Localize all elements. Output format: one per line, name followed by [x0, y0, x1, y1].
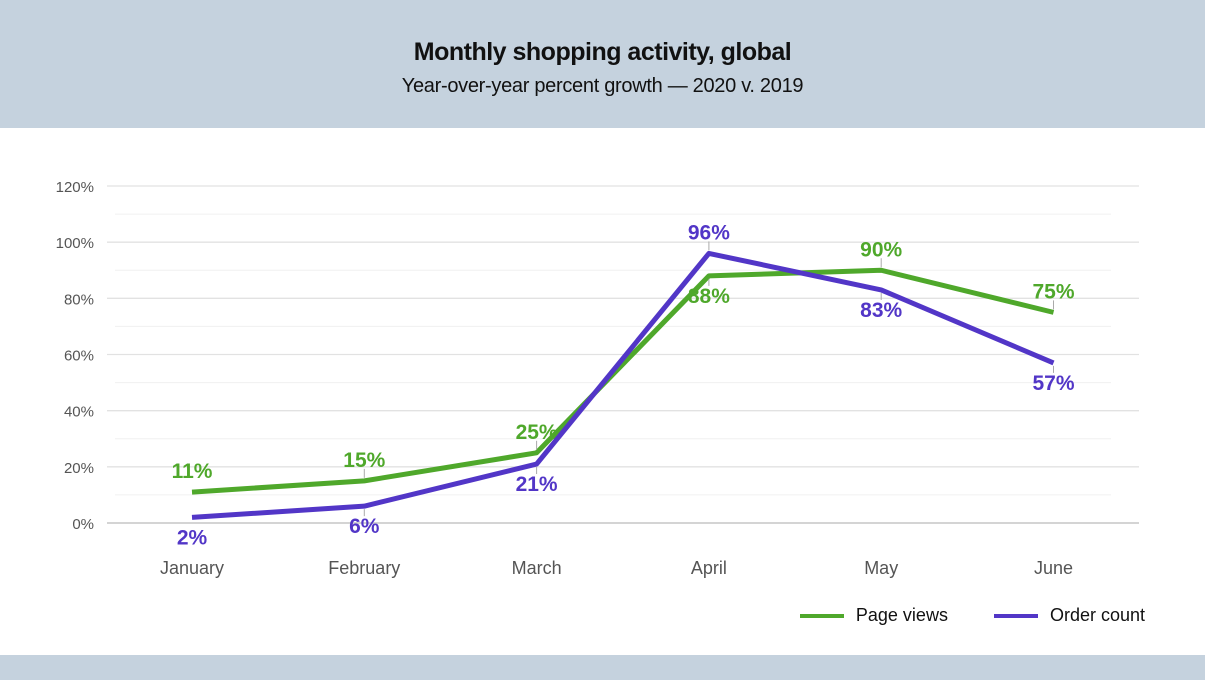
- y-tick-label: 60%: [64, 348, 94, 365]
- data-label: 75%: [1032, 280, 1074, 303]
- chart-title: Monthly shopping activity, global: [413, 38, 792, 66]
- data-label: 15%: [343, 449, 385, 472]
- data-label: 96%: [688, 221, 730, 244]
- chart-subtitle: Year-over-year percent growth — 2020 v. …: [401, 75, 804, 97]
- x-tick-label: April: [691, 558, 727, 578]
- legend-item-order-count: Order count: [993, 605, 1145, 626]
- data-label: 2%: [177, 526, 208, 549]
- data-label: 90%: [860, 238, 902, 261]
- data-label: 11%: [172, 460, 213, 483]
- legend-swatch: [993, 613, 1038, 618]
- y-tick-label: 0%: [72, 516, 94, 533]
- y-tick-label: 40%: [64, 404, 94, 421]
- y-tick-label: 20%: [64, 460, 94, 477]
- data-label: 6%: [349, 515, 380, 538]
- x-tick-label: February: [328, 558, 400, 578]
- footer-band: [0, 655, 1205, 680]
- legend-item-page-views: Page views: [799, 605, 948, 626]
- series-line-1: [191, 250, 1055, 520]
- data-label: 21%: [516, 473, 558, 496]
- legend: Page views Order count: [799, 605, 1145, 626]
- y-tick-label: 80%: [64, 291, 94, 308]
- header-band: [0, 0, 1205, 128]
- data-label: 88%: [688, 285, 730, 308]
- x-tick-label: March: [512, 558, 562, 578]
- legend-swatch: [799, 613, 844, 618]
- y-tick-label: 100%: [56, 235, 94, 252]
- legend-label: Page views: [855, 605, 948, 625]
- y-tick-label: 120%: [56, 179, 94, 196]
- legend-label: Order count: [1049, 605, 1145, 625]
- x-tick-label: May: [864, 558, 898, 578]
- x-tick-label: June: [1034, 558, 1073, 578]
- data-label: 57%: [1032, 372, 1074, 395]
- data-label: 25%: [516, 421, 558, 444]
- series-line-0: [191, 267, 1055, 495]
- x-tick-label: January: [160, 558, 224, 578]
- data-label: 83%: [860, 299, 902, 322]
